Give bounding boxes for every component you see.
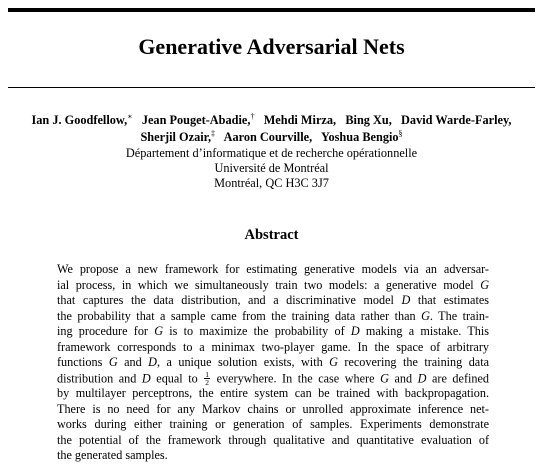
math-symbol: D [141, 371, 151, 385]
abstract-line: framework corresponds to a minimax two-p… [57, 340, 489, 356]
math-symbol: G [154, 324, 164, 338]
abstract-text-run: the probability that a sample came from … [57, 308, 422, 323]
abstract-text-run: ing procedure for [57, 324, 155, 338]
abstract-text-run: equal to [150, 371, 204, 385]
title-bottom-rule [8, 87, 535, 88]
abstract-text-run: that estimates [410, 293, 489, 307]
math-symbol: D [148, 355, 157, 369]
author-name: Jean Pouget-Abadie,† [141, 112, 255, 128]
abstract-text-run: everywhere. In the case where [211, 371, 381, 385]
author-line-2: Sherjil Ozair,‡ Aaron Courville, Yoshua … [0, 129, 543, 146]
title-top-rule [8, 8, 535, 12]
math-symbol: G [421, 308, 430, 323]
abstract-line: that captures the data distribution, and… [57, 293, 489, 309]
paper-title: Generative Adversarial Nets [138, 34, 405, 59]
abstract-line: the generated samples. [57, 448, 489, 464]
abstract-text-run: recovering the training data [337, 355, 490, 369]
affiliation-department: Département d’informatique et de recherc… [125, 146, 418, 160]
math-symbol: G [108, 355, 118, 369]
author-line-1: Ian J. Goodfellow,∗ Jean Pouget-Abadie,†… [0, 112, 543, 129]
math-symbol: D [350, 324, 360, 338]
author-name: Mehdi Mirza, [263, 113, 337, 127]
math-symbol: G [380, 371, 389, 385]
fraction-numerator: 1 [204, 369, 211, 379]
fraction-denominator: 2 [205, 378, 210, 387]
abstract-text-run: the generated samples. [57, 448, 168, 462]
affiliation-university: Université de Montréal [214, 161, 329, 175]
abstract-text-run: the potential of the framework through q… [57, 432, 489, 447]
abstract-line: There is no need for any Markov chains o… [57, 402, 489, 418]
abstract-line: ial process, in which we simultaneously … [57, 278, 489, 294]
abstract-line: functions G and D, a unique solution exi… [57, 355, 489, 371]
abstract-text-run: by multilayer perceptrons, the entire sy… [57, 386, 489, 400]
abstract-text-run: framework corresponds to a minimax two-p… [57, 339, 489, 354]
math-symbol: G [329, 355, 338, 369]
abstract-line: the potential of the framework through q… [57, 433, 489, 449]
abstract-text-run: and [388, 371, 418, 385]
math-symbol: G [480, 277, 489, 292]
abstract-text-run: and [117, 355, 149, 369]
abstract-text-run: that captures the data distribution, and… [57, 293, 402, 307]
author-name: Aaron Courville, [223, 130, 313, 144]
abstract-text-run: functions [57, 355, 109, 369]
abstract-line: the probability that a sample came from … [57, 309, 489, 325]
abstract-text-run: are defined [426, 371, 489, 385]
author-name: Yoshua Bengio§ [320, 129, 403, 145]
abstract-line: works during either training or generati… [57, 417, 489, 433]
abstract-text-run: , a unique solution exists, with [156, 355, 330, 369]
author-name: Sherjil Ozair,‡ [140, 129, 216, 145]
author-name: Bing Xu, [345, 113, 392, 127]
abstract-text-run: . The train- [429, 308, 489, 323]
author-name: Ian J. Goodfellow,∗ [31, 112, 133, 128]
abstract-line: We propose a new framework for estimatin… [57, 262, 489, 278]
abstract-text-run: We propose a new framework for estimatin… [57, 262, 489, 276]
abstract-line: by multilayer perceptrons, the entire sy… [57, 386, 489, 402]
author-name: David Warde-Farley, [401, 113, 512, 127]
abstract-text-run: making a mistake. This [359, 324, 489, 338]
math-symbol: D [417, 371, 427, 385]
abstract-text-run: ial process, in which we simultaneously … [57, 277, 481, 292]
abstract-text-run: works during either training or generati… [57, 417, 489, 431]
abstract-text-run: is to maximize the probability of [163, 324, 351, 338]
math-symbol: D [401, 293, 411, 307]
abstract-text: We propose a new framework for estimatin… [57, 262, 489, 464]
author-list: Ian J. Goodfellow,∗ Jean Pouget-Abadie,†… [0, 112, 543, 146]
abstract-text-run: There is no need for any Markov chains o… [57, 401, 489, 416]
abstract-text-run: distribution and [57, 371, 142, 385]
abstract-line: ing procedure for G is to maximize the p… [57, 324, 489, 340]
abstract-heading: Abstract [244, 227, 299, 243]
affiliation-address: Montréal, QC H3C 3J7 [214, 176, 329, 190]
